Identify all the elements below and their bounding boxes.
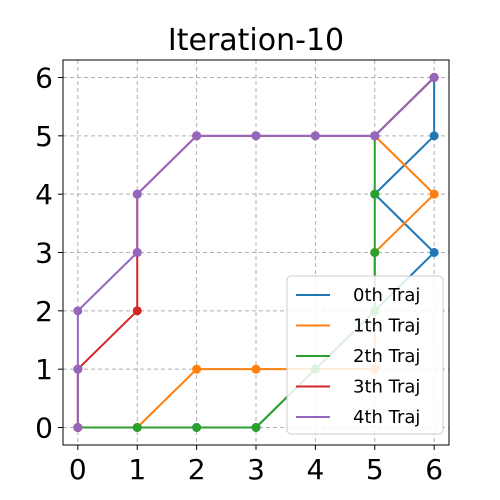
x-tick-label: 2 (188, 453, 206, 486)
data-point (132, 423, 142, 432)
data-point (192, 423, 202, 432)
series-line (76, 76, 435, 428)
data-point (370, 189, 380, 199)
legend-label: 4th Traj (353, 407, 420, 428)
x-tick-label: 0 (69, 453, 87, 486)
y-axis-ticks: 0 1 2 3 4 5 6 (35, 62, 63, 445)
data-point (251, 423, 261, 432)
y-tick-label: 5 (35, 120, 53, 153)
data-point (429, 248, 439, 257)
y-tick-label: 2 (35, 295, 53, 328)
data-point (429, 189, 439, 199)
legend: 0th Traj 1th Traj 2th Traj 3th Traj 4th Traj (286, 275, 444, 435)
data-point (192, 131, 202, 141)
x-axis-ticks: 0 1 2 3 4 5 6 (69, 445, 443, 486)
x-tick-label: 1 (128, 453, 146, 486)
data-point (370, 248, 380, 257)
y-tick-label: 1 (35, 353, 53, 386)
y-tick-label: 4 (35, 178, 53, 211)
x-tick-label: 4 (306, 453, 324, 486)
legend-box (286, 275, 444, 435)
data-point (310, 131, 320, 141)
legend-label: 0th Traj (353, 285, 420, 306)
data-point (429, 131, 439, 141)
data-point (251, 131, 261, 141)
legend-label: 2th Traj (353, 346, 420, 367)
data-point (73, 306, 83, 316)
x-tick-label: 5 (366, 453, 384, 486)
data-point (429, 73, 439, 82)
y-tick-label: 0 (35, 412, 53, 445)
x-tick-label: 3 (247, 453, 265, 486)
data-point (192, 364, 202, 374)
data-point (370, 131, 380, 141)
data-point (132, 189, 142, 199)
legend-label: 3th Traj (353, 377, 420, 398)
data-point (251, 364, 261, 374)
chart-title: Iteration-10 (168, 23, 344, 58)
data-point (73, 423, 83, 432)
x-tick-label: 6 (425, 453, 443, 486)
data-point (73, 364, 83, 374)
data-point (132, 306, 142, 316)
data-point (132, 248, 142, 257)
y-tick-label: 3 (35, 237, 53, 270)
series-4 (73, 73, 439, 432)
legend-label: 1th Traj (353, 316, 420, 337)
y-tick-label: 6 (35, 62, 53, 95)
